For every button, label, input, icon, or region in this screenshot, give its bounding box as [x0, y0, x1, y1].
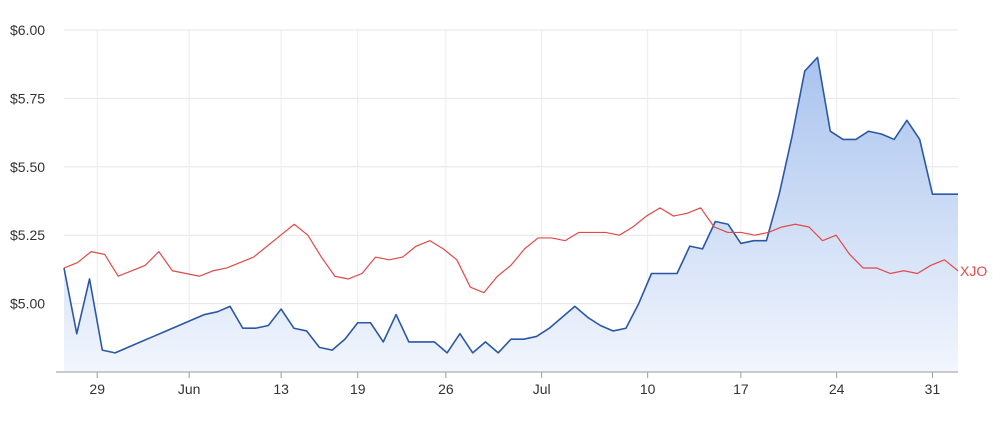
xjo-series-line	[63, 207, 959, 294]
x-tick-label: 29	[89, 381, 105, 397]
price-series-line	[63, 56, 958, 354]
y-tick-label: $5.00	[10, 296, 45, 312]
x-tick-label: 13	[273, 381, 289, 397]
axis-layer: $6.00 $5.75 $5.50 $5.25 $5.00 29 Jun 13 19 26 Jul 1…	[10, 22, 987, 397]
x-tick-label: 26	[438, 381, 454, 397]
line-layer	[63, 56, 959, 354]
area-layer	[64, 57, 958, 373]
price-area-fill	[64, 57, 958, 373]
x-tick-label: 10	[640, 381, 656, 397]
x-tick-label: 17	[733, 381, 749, 397]
x-tick-label: 24	[829, 381, 845, 397]
x-tick-label: Jul	[533, 381, 551, 397]
y-tick-label: $6.00	[10, 22, 45, 38]
xjo-series-label: XJO	[960, 263, 987, 279]
x-tick-label: Jun	[178, 381, 201, 397]
x-tick-label: 19	[350, 381, 366, 397]
y-tick-label: $5.50	[10, 159, 45, 175]
y-tick-label: $5.75	[10, 90, 45, 106]
y-tick-label: $5.25	[10, 227, 45, 243]
x-tick-label: 31	[925, 381, 941, 397]
